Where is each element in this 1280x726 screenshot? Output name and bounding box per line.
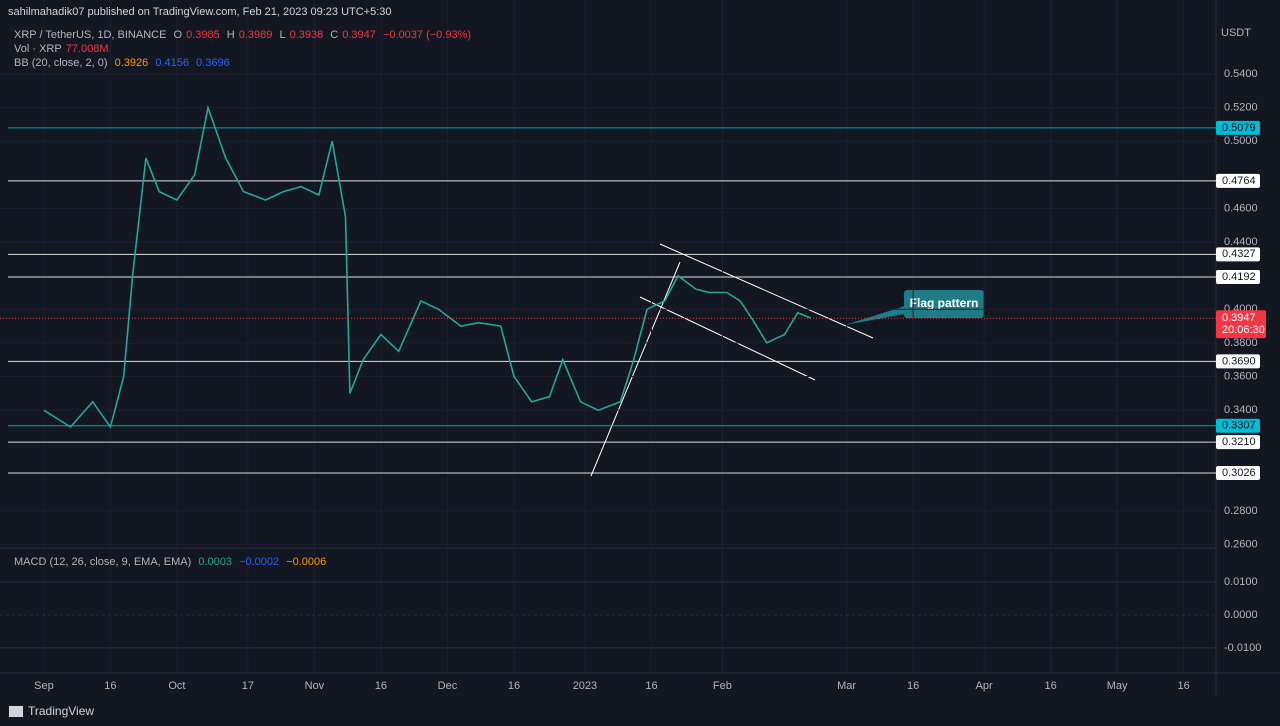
x-tick-label: Feb <box>713 680 732 692</box>
publisher: sahilmahadik07 published on TradingView.… <box>8 6 392 18</box>
y-tick-label: 0.5200 <box>1224 101 1258 113</box>
bb-value: 0.4156 <box>155 57 189 69</box>
ohlc-value: 0.3985 <box>186 29 220 41</box>
x-tick-label: 2023 <box>573 680 597 692</box>
x-tick-label: 16 <box>508 680 520 692</box>
y-tick-label: 0.3800 <box>1224 337 1258 349</box>
vol-label: Vol · XRP <box>14 43 62 55</box>
x-tick-label: 16 <box>1044 680 1056 692</box>
vol-value: 77.008M <box>65 43 109 55</box>
brand-logo <box>9 706 23 717</box>
callout-box <box>904 290 984 318</box>
y-tick-label: 0.0100 <box>1224 576 1258 588</box>
y-tick-label: 0.3600 <box>1224 370 1258 382</box>
y-tick-label: 0.2600 <box>1224 539 1258 551</box>
macd-legend: MACD (12, 26, close, 9, EMA, EMA) 0.0003… <box>14 556 330 568</box>
bb-value: 0.3926 <box>114 57 149 69</box>
price-line <box>43 104 812 429</box>
y-tick-label: 0.4400 <box>1224 236 1258 248</box>
x-tick-label: 16 <box>907 680 919 692</box>
level-label: 0.3210 <box>1222 436 1256 448</box>
flag-pole <box>590 261 681 477</box>
x-tick-label: Oct <box>168 680 185 692</box>
y-tick-label: 0.5400 <box>1224 68 1258 80</box>
x-tick-label: Dec <box>438 680 458 692</box>
x-tick-label: May <box>1107 680 1128 692</box>
y-tick-label: 0.4600 <box>1224 202 1258 214</box>
level-label-box <box>1216 173 1260 188</box>
currency: USDT <box>1221 27 1251 39</box>
level-label-box <box>1216 120 1260 135</box>
symbol: XRP / TetherUS, 1D, BINANCE <box>14 29 167 41</box>
level-label: 0.4327 <box>1222 248 1256 260</box>
y-tick-label: 0.5000 <box>1224 135 1258 147</box>
y-tick-label: -0.0100 <box>1224 642 1261 654</box>
bb-value: 0.3696 <box>196 57 230 69</box>
volume-legend: Vol · XRP 77.008M <box>14 43 113 55</box>
level-label: 0.4764 <box>1222 175 1256 187</box>
level-label-box <box>1216 270 1260 285</box>
macd-value: −0.0002 <box>239 556 280 568</box>
bb-legend: BB (20, close, 2, 0) 0.3926 0.4156 0.369… <box>14 57 234 69</box>
annotation: Flag pattern <box>910 296 979 310</box>
y-tick-label: 0.3400 <box>1224 404 1258 416</box>
x-tick-label: Mar <box>837 680 856 692</box>
level-label: 0.5079 <box>1222 122 1256 134</box>
macd-value: −0.0006 <box>286 556 327 568</box>
brand: TradingView <box>28 704 94 718</box>
x-tick-label: 16 <box>375 680 387 692</box>
flag-top <box>659 243 874 339</box>
y-tick-label: 0.0000 <box>1224 609 1258 621</box>
level-label: 0.3026 <box>1222 467 1256 479</box>
x-tick-label: 17 <box>242 680 254 692</box>
ohlc-key: L <box>279 29 286 41</box>
bb-label: BB (20, close, 2, 0) <box>14 57 108 69</box>
level-label: 0.3690 <box>1222 355 1256 367</box>
macd-label: MACD (12, 26, close, 9, EMA, EMA) <box>14 556 192 568</box>
level-label-box <box>1216 435 1260 450</box>
x-tick-label: 16 <box>104 680 116 692</box>
symbol-legend: XRP / TetherUS, 1D, BINANCE O 0.3985 H 0.3… <box>14 29 475 41</box>
callout-arrow <box>845 306 905 325</box>
level-label: 0.3307 <box>1222 420 1256 432</box>
ohlc-value: 0.3947 <box>342 29 376 41</box>
level-label: 0.4192 <box>1222 271 1256 283</box>
x-tick-label: Nov <box>305 680 325 692</box>
flag-bottom <box>639 296 816 381</box>
y-tick-label: 0.2800 <box>1224 505 1258 517</box>
last-price-label: 0.3947 <box>1222 312 1256 324</box>
countdown: 20:06:30 <box>1222 324 1265 336</box>
change: −0.0037 (−0.93%) <box>382 29 472 41</box>
x-tick-label: 16 <box>1178 680 1190 692</box>
ohlc-key: H <box>226 29 235 41</box>
ohlc-key: O <box>173 29 183 41</box>
last-price-box <box>1216 310 1266 339</box>
level-label-box <box>1216 466 1260 481</box>
level-label-box <box>1216 418 1260 433</box>
macd-value: 0.0003 <box>198 556 232 568</box>
ohlc-value: 0.3989 <box>238 29 273 41</box>
ohlc-value: 0.3938 <box>289 29 324 41</box>
level-label-box <box>1216 247 1260 262</box>
x-tick-label: Apr <box>976 680 993 692</box>
ohlc-key: C <box>330 29 339 41</box>
x-tick-label: 16 <box>645 680 657 692</box>
x-tick-label: Sep <box>34 680 54 692</box>
level-label-box <box>1216 354 1260 369</box>
